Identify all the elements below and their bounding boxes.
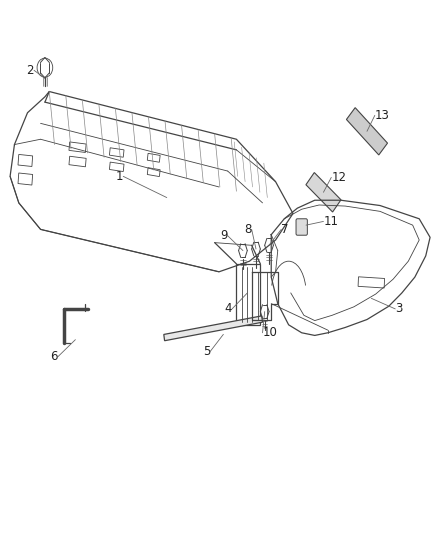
Bar (18, 155, 33, 166)
Bar (110, 162, 124, 172)
Bar (147, 168, 160, 176)
Text: 11: 11 (323, 215, 339, 228)
Bar (306, 173, 341, 212)
Text: 6: 6 (50, 350, 58, 363)
Text: 12: 12 (331, 171, 346, 184)
FancyBboxPatch shape (296, 219, 307, 235)
Text: 4: 4 (225, 302, 232, 316)
Text: 8: 8 (244, 223, 252, 236)
Text: 9: 9 (220, 229, 228, 242)
Text: 1: 1 (116, 170, 123, 183)
Text: 2: 2 (27, 64, 34, 77)
Text: 10: 10 (262, 326, 277, 340)
Bar (358, 277, 385, 288)
Bar (69, 156, 86, 167)
Text: 5: 5 (203, 345, 210, 358)
Polygon shape (164, 316, 262, 341)
Bar (18, 173, 33, 185)
Bar (69, 142, 86, 152)
Text: 3: 3 (395, 302, 403, 316)
Text: 7: 7 (281, 223, 289, 236)
Bar (346, 108, 388, 155)
Bar (147, 154, 160, 162)
Text: 13: 13 (375, 109, 390, 122)
Bar (110, 148, 124, 157)
